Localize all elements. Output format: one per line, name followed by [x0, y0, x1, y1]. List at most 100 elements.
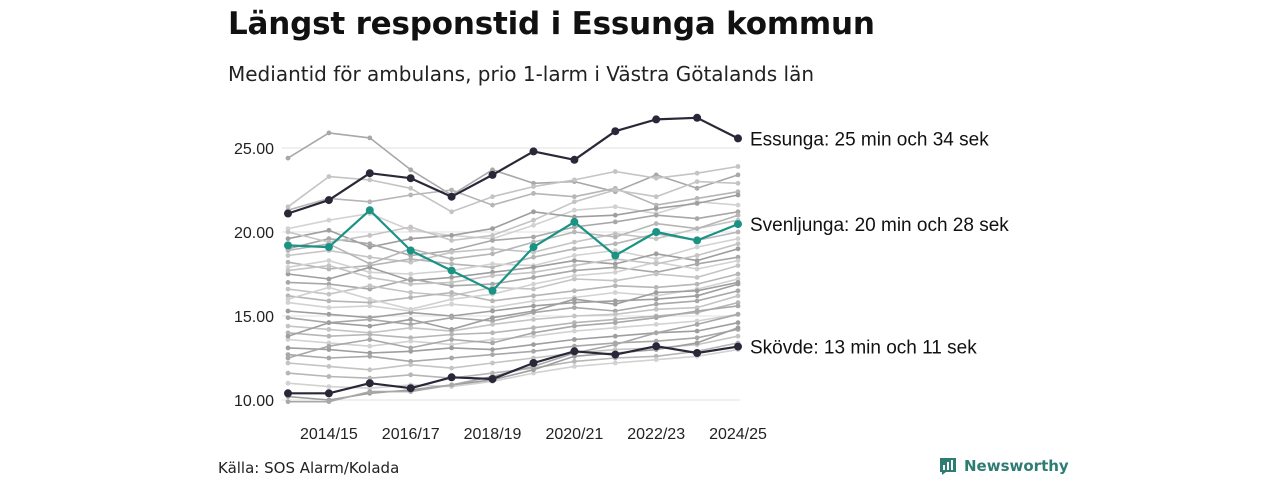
background-series-line: [287, 301, 739, 339]
source-note: Källa: SOS Alarm/Kolada: [218, 459, 400, 477]
y-tick-label: 15.00: [234, 309, 274, 326]
background-series-point: [653, 212, 659, 218]
background-series-point: [653, 256, 659, 262]
background-series-point: [653, 353, 659, 359]
background-series-point: [572, 194, 577, 200]
background-series-point: [285, 286, 291, 292]
background-series-point: [653, 175, 659, 181]
background-series-point: [612, 264, 618, 270]
background-series-point: [531, 303, 536, 309]
skovde-point: [652, 342, 661, 351]
background-series-point: [490, 273, 495, 279]
background-series-point: [408, 167, 414, 173]
background-series-point: [653, 271, 659, 277]
background-series-point: [449, 365, 454, 371]
background-series-point: [490, 315, 495, 321]
background-series-point: [449, 209, 454, 215]
background-series-point: [572, 343, 577, 349]
background-series-point: [449, 382, 454, 388]
background-series-point: [490, 251, 495, 257]
background-series-point: [490, 194, 495, 200]
background-series-point: [572, 253, 577, 258]
skovde-label: Skövde: 13 min och 11 sek: [750, 338, 977, 359]
background-series-line: [287, 326, 739, 401]
y-tick-label: 20.00: [234, 225, 274, 242]
background-series-point: [735, 280, 741, 285]
background-series-point: [612, 317, 618, 322]
x-tick-label: 2020/21: [545, 426, 603, 443]
background-series-point: [490, 281, 495, 287]
background-series-point: [612, 325, 618, 331]
background-series-point: [490, 298, 495, 304]
background-series-line: [287, 214, 739, 265]
background-series-point: [408, 276, 414, 282]
background-series-point: [326, 298, 332, 304]
background-series-point: [285, 268, 291, 273]
background-series-point: [326, 343, 332, 349]
background-series-point: [285, 271, 291, 277]
svenljunga-point: [611, 251, 620, 260]
background-series-point: [367, 343, 373, 349]
background-series-point: [612, 241, 618, 247]
background-series-point: [408, 224, 414, 230]
background-series-point: [285, 280, 291, 285]
background-series-point: [572, 246, 577, 252]
background-series-point: [449, 275, 454, 280]
essunga-point: [324, 196, 333, 205]
background-series-point: [572, 207, 577, 213]
background-series-line: [287, 281, 739, 338]
background-series-point: [531, 264, 536, 270]
background-series-point: [285, 380, 291, 386]
background-series-point: [694, 328, 700, 334]
highlighted-series: [284, 113, 742, 398]
background-series-point: [572, 276, 577, 282]
background-series-line: [287, 321, 739, 354]
background-series-point: [653, 322, 659, 327]
background-series-point: [285, 323, 291, 329]
background-series-line: [287, 273, 739, 304]
chart-title: Längst responstid i Essunga kommun: [228, 6, 875, 42]
background-series-point: [326, 355, 332, 361]
background-series-point: [326, 305, 332, 310]
background-series-point: [285, 333, 291, 339]
background-series-point: [449, 315, 454, 321]
background-series-point: [490, 360, 495, 366]
background-series-point: [612, 342, 618, 347]
background-series-line: [287, 305, 739, 359]
background-series-point: [449, 290, 454, 295]
background-series-point: [612, 333, 618, 339]
background-series-point: [735, 192, 741, 198]
background-series-point: [572, 268, 577, 273]
background-series-point: [367, 244, 373, 250]
background-series-point: [408, 322, 414, 327]
background-series-point: [367, 353, 373, 359]
background-series-point: [326, 311, 332, 317]
background-series-point: [653, 221, 659, 227]
series-labels: Essunga: 25 min och 34 sek Svenljunga: 20…: [750, 129, 1009, 358]
background-series-point: [531, 317, 536, 322]
y-axis: 10.00 15.00 20.00 25.00: [234, 141, 274, 410]
background-series-point: [367, 296, 373, 302]
background-series-point: [408, 338, 414, 344]
background-series-point: [449, 249, 454, 255]
background-series-point: [572, 323, 577, 329]
background-series-line: [287, 328, 739, 363]
background-series-point: [531, 281, 536, 287]
background-series-line: [287, 348, 739, 390]
essunga-label: Essunga: 25 min och 34 sek: [750, 129, 989, 150]
bar-chart-speech-icon: [940, 458, 956, 475]
background-series-point: [449, 296, 454, 302]
background-series-point: [653, 306, 659, 312]
background-series-point: [572, 229, 577, 235]
background-series-point: [367, 337, 373, 342]
background-series-point: [490, 322, 495, 327]
background-series-point: [285, 296, 291, 302]
x-tick-label: 2024/25: [709, 426, 767, 443]
background-series-point: [694, 308, 700, 314]
background-series-point: [285, 264, 291, 270]
skovde-point: [406, 384, 415, 393]
essunga-point: [284, 209, 292, 218]
essunga-point: [365, 169, 374, 178]
background-series-point: [367, 367, 373, 373]
background-series-point: [449, 293, 454, 299]
